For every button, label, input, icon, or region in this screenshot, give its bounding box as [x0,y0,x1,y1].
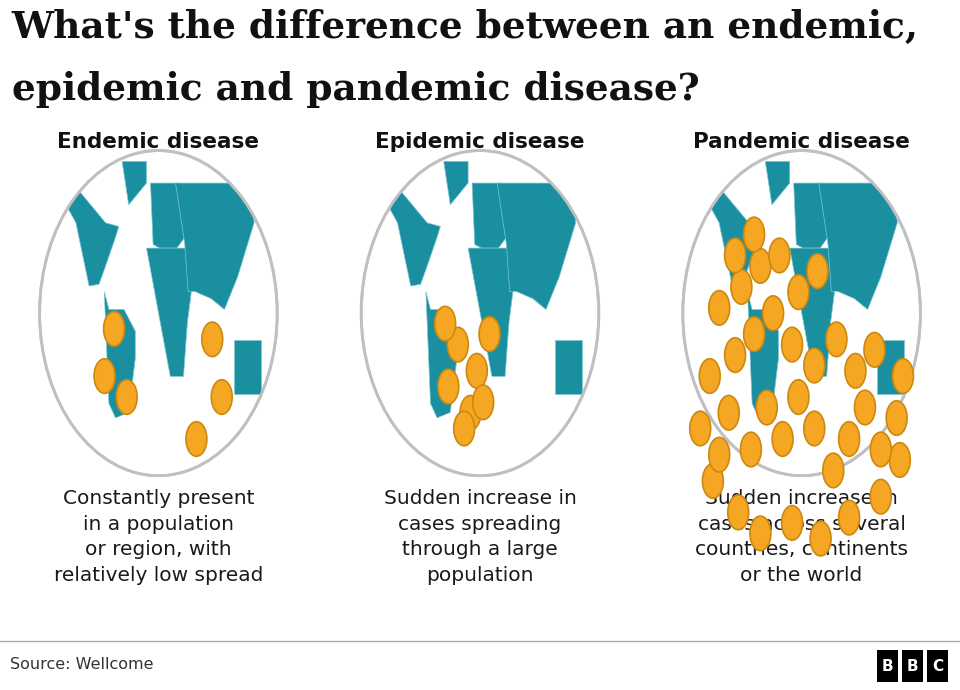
Circle shape [708,290,730,325]
Circle shape [725,238,746,273]
Circle shape [725,338,746,373]
Circle shape [454,411,474,446]
Circle shape [823,453,844,488]
Circle shape [893,359,913,393]
Text: B: B [881,659,894,673]
Circle shape [889,443,910,477]
Polygon shape [233,340,261,395]
Polygon shape [691,183,762,286]
Text: Epidemic disease: Epidemic disease [375,132,585,152]
Circle shape [871,432,891,466]
Polygon shape [468,248,515,376]
Circle shape [845,353,866,388]
Circle shape [756,391,778,425]
Polygon shape [790,248,836,376]
Text: Pandemic disease: Pandemic disease [693,132,910,152]
Polygon shape [876,340,904,395]
Ellipse shape [683,150,921,475]
Polygon shape [426,291,457,418]
Circle shape [769,238,790,273]
Circle shape [886,401,907,435]
Text: B: B [906,659,919,673]
Circle shape [467,353,488,388]
Ellipse shape [361,150,599,475]
Circle shape [826,322,847,357]
Circle shape [94,359,115,393]
Polygon shape [105,291,135,418]
Polygon shape [748,291,779,418]
Text: Endemic disease: Endemic disease [58,132,259,152]
Circle shape [202,322,223,357]
Circle shape [807,254,828,288]
Circle shape [211,380,232,414]
Circle shape [839,422,859,456]
Polygon shape [444,161,468,205]
Circle shape [472,385,493,420]
Circle shape [750,248,771,283]
Circle shape [690,411,710,446]
Polygon shape [819,183,898,310]
Text: epidemic and pandemic disease?: epidemic and pandemic disease? [12,71,699,108]
Polygon shape [472,183,513,248]
Polygon shape [555,340,583,395]
Circle shape [708,437,730,472]
Polygon shape [794,183,834,248]
Circle shape [731,270,752,304]
Text: C: C [932,659,943,673]
Circle shape [804,411,825,446]
Circle shape [744,317,764,351]
Circle shape [839,500,859,535]
Circle shape [703,464,723,498]
Text: Sudden increase in
cases across several
countries, continents
or the world: Sudden increase in cases across several … [695,489,908,585]
Circle shape [740,432,761,466]
Circle shape [116,380,137,414]
FancyBboxPatch shape [927,650,948,682]
Circle shape [438,369,459,404]
Polygon shape [497,183,576,310]
Circle shape [479,317,500,351]
Circle shape [788,275,809,309]
Circle shape [460,395,481,430]
Polygon shape [370,183,441,286]
Polygon shape [122,161,147,205]
Text: Sudden increase in
cases spreading
through a large
population: Sudden increase in cases spreading throu… [384,489,576,585]
Circle shape [788,380,809,414]
Circle shape [699,359,720,393]
Circle shape [781,327,803,362]
Circle shape [750,516,771,551]
Circle shape [744,217,764,252]
Ellipse shape [39,150,277,475]
Text: Source: Wellcome: Source: Wellcome [10,657,154,671]
Circle shape [804,348,825,383]
Text: What's the difference between an endemic,: What's the difference between an endemic… [12,9,919,46]
Circle shape [718,395,739,430]
Circle shape [810,522,831,556]
Circle shape [447,327,468,362]
Circle shape [728,495,749,530]
Circle shape [772,422,793,456]
Polygon shape [147,248,193,376]
Circle shape [104,312,125,346]
Circle shape [864,333,885,367]
Circle shape [186,422,206,456]
Polygon shape [48,183,119,286]
Circle shape [854,391,876,425]
Circle shape [781,506,803,540]
Polygon shape [176,183,254,310]
Polygon shape [765,161,790,205]
Text: Constantly present
in a population
or region, with
relatively low spread: Constantly present in a population or re… [54,489,263,585]
Polygon shape [151,183,191,248]
Circle shape [871,480,891,514]
Circle shape [762,296,783,331]
Circle shape [435,306,456,341]
FancyBboxPatch shape [877,650,898,682]
FancyBboxPatch shape [902,650,923,682]
